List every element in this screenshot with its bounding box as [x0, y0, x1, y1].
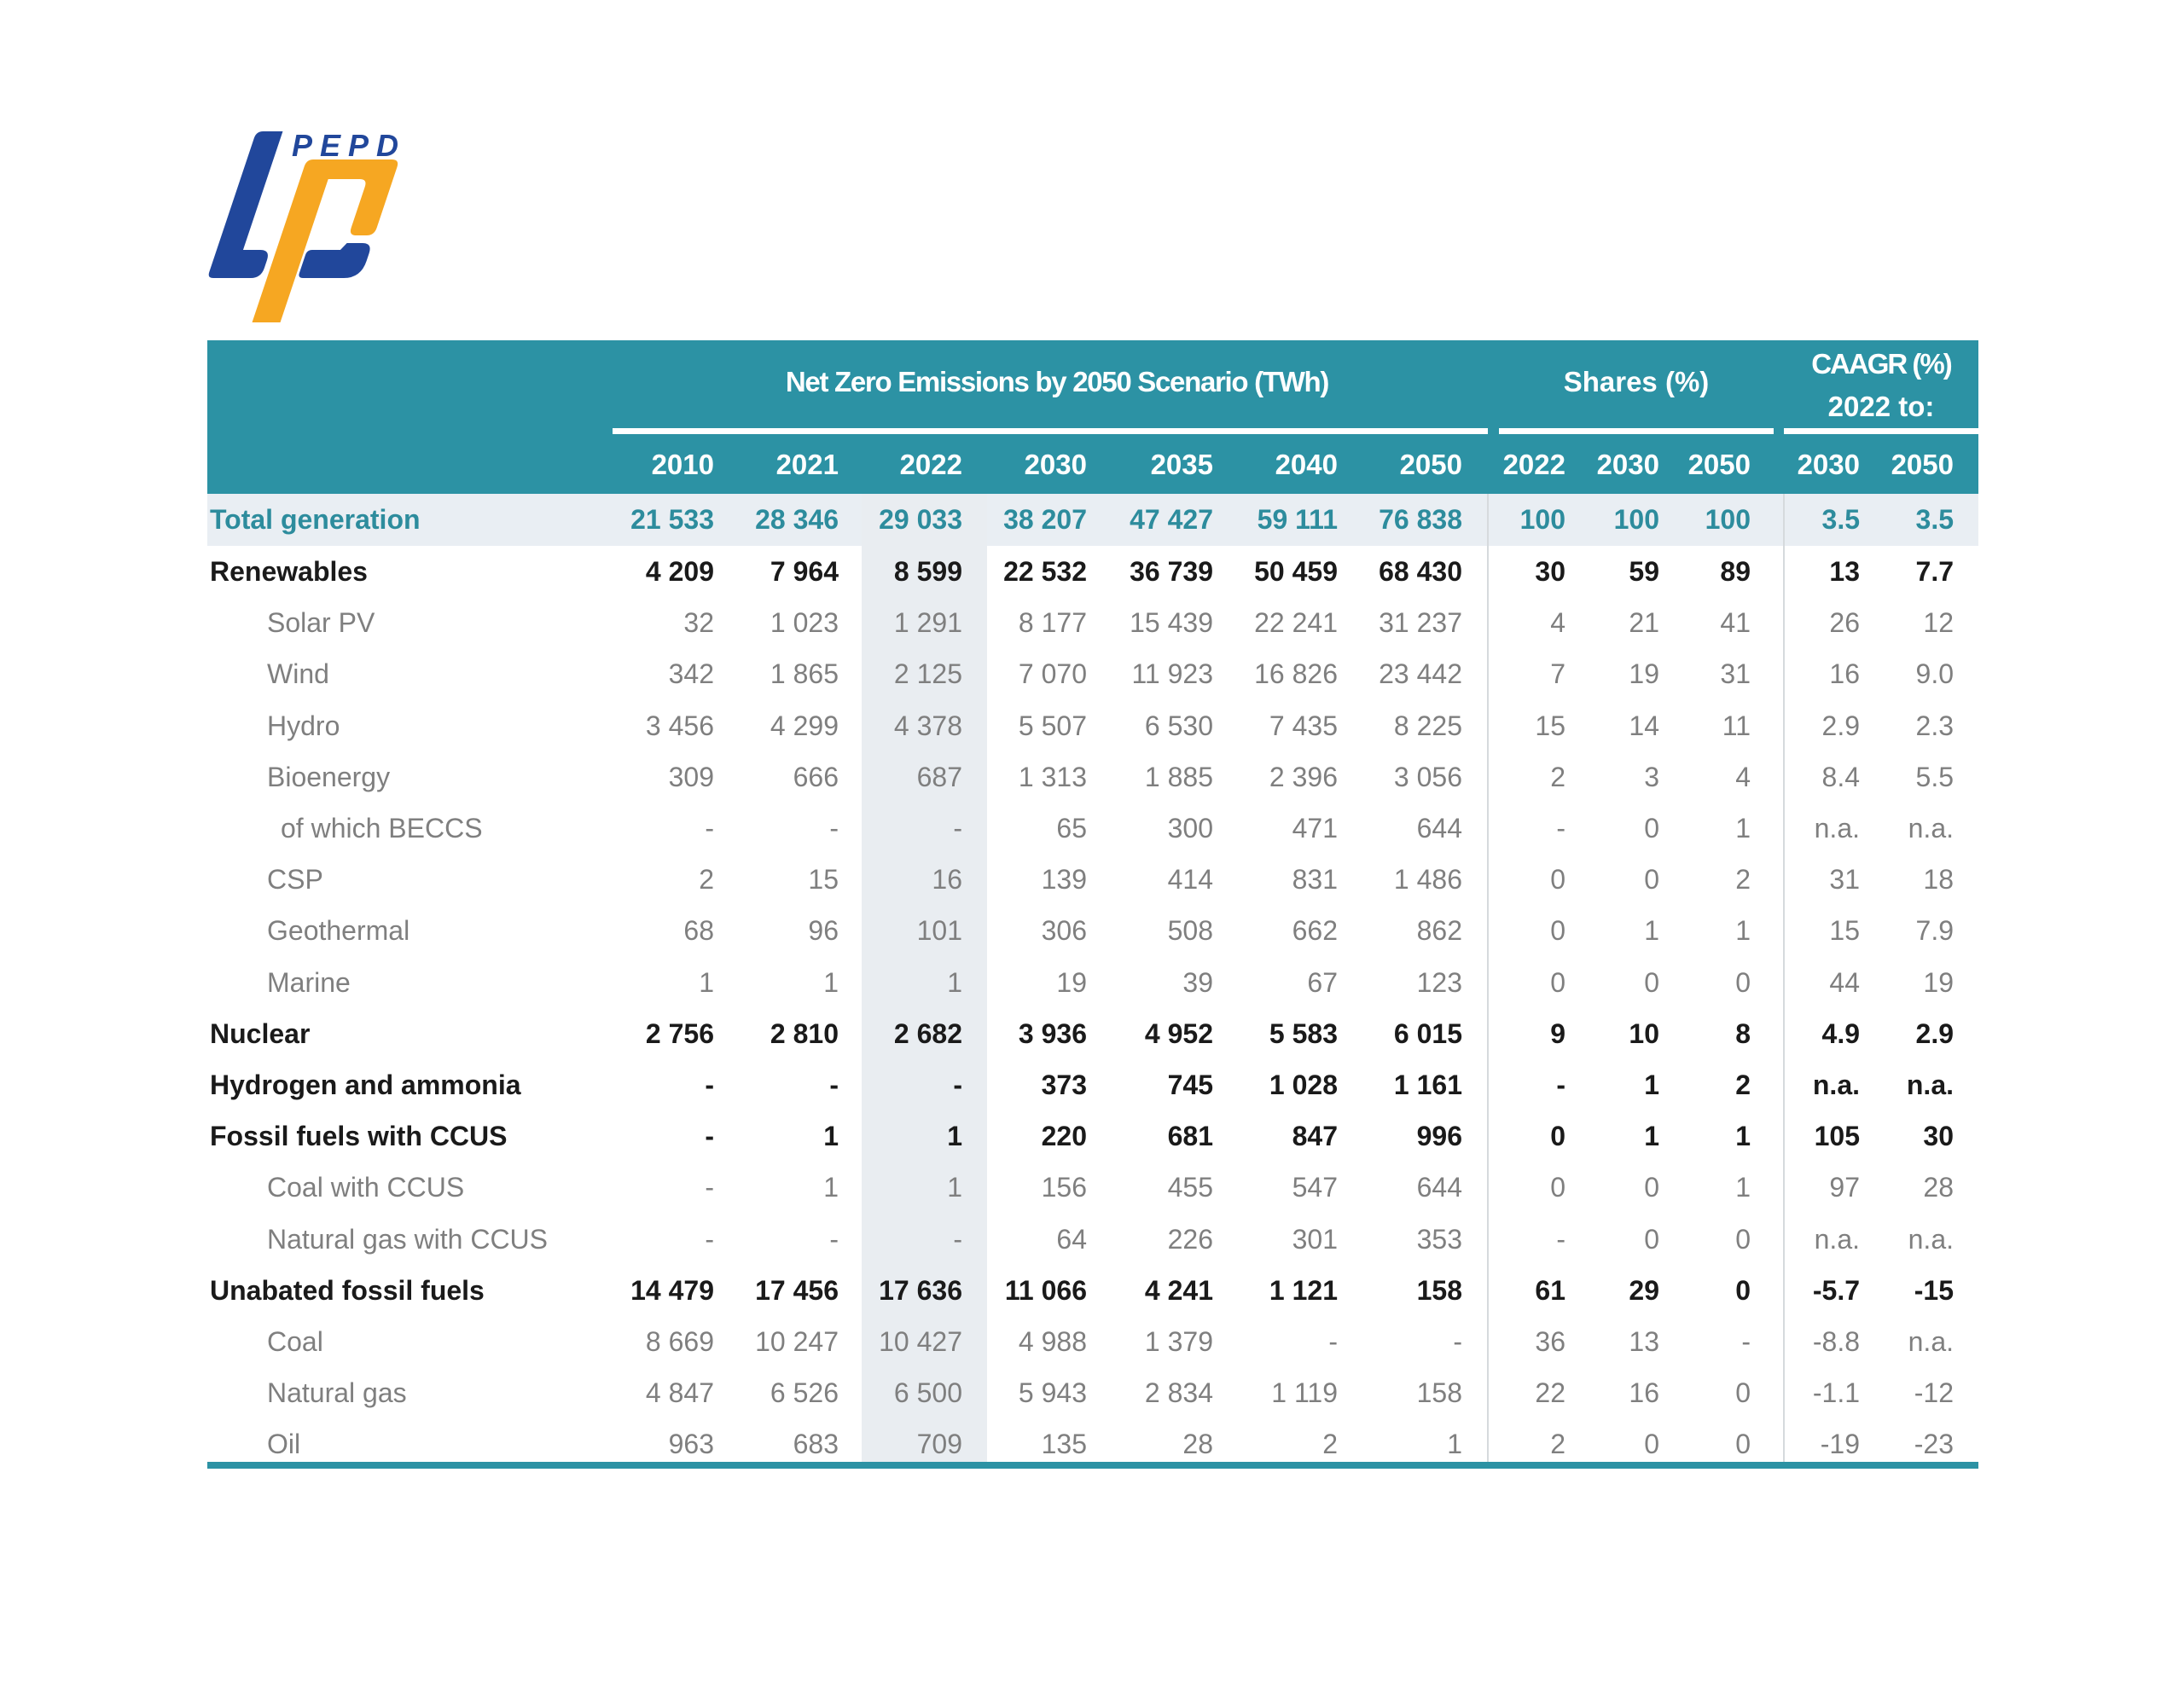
svg-text:PEPD: PEPD: [292, 128, 406, 163]
